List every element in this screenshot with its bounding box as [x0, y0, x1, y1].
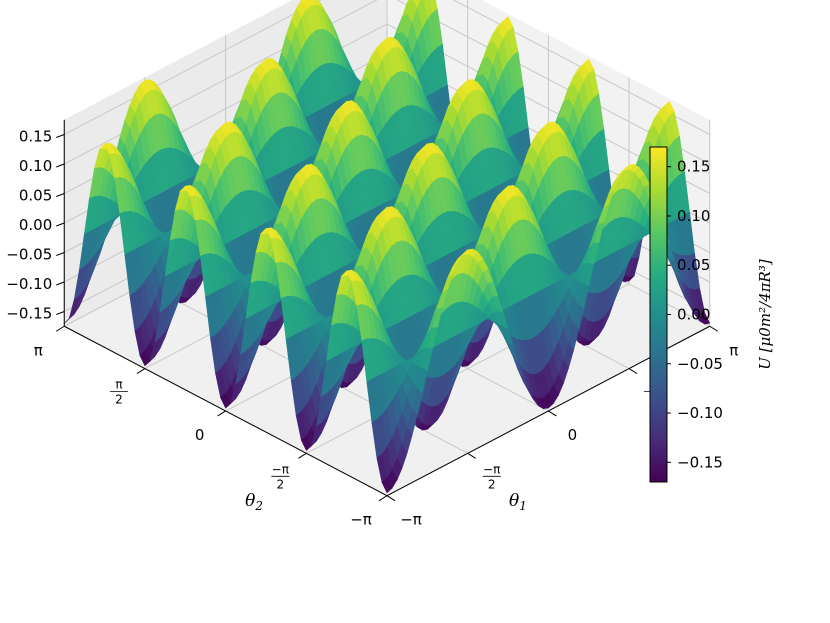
y-tick-label: −π: [350, 511, 372, 529]
z-tick-label: 0.00: [19, 216, 52, 234]
colorbar-tick-label: −0.05: [677, 355, 723, 373]
x-tick-label: 2: [488, 477, 496, 491]
y-axis-label: θ2: [245, 491, 263, 513]
y-tick-label: π: [115, 378, 122, 392]
y-tick-mark: [378, 495, 388, 502]
colorbar-tick-label: 0.10: [677, 207, 710, 225]
y-tick-label: π: [34, 341, 43, 359]
y-tick-label: 0: [195, 426, 205, 444]
x-tick-label: −π: [483, 462, 500, 476]
x-tick-mark: [548, 410, 557, 417]
colorbar-tick-label: −0.15: [677, 453, 723, 471]
z-tick-mark: [56, 163, 65, 168]
x-tick-label: −π: [400, 511, 422, 529]
z-tick-label: −0.05: [6, 246, 52, 264]
y-tick-mark: [55, 325, 65, 332]
x-tick-mark: [467, 452, 476, 459]
grid-line: [452, 0, 710, 135]
z-tick-mark: [56, 252, 65, 256]
x-tick-mark: [709, 325, 719, 332]
x-tick-label: π: [729, 341, 738, 359]
z-tick-mark: [56, 193, 65, 197]
surface-mesh: [64, 0, 711, 494]
x-axis-label: θ1: [509, 491, 527, 513]
z-tick-label: 0.15: [19, 128, 52, 146]
z-tick-label: 0.10: [19, 157, 52, 175]
y-tick-label: −π: [272, 462, 289, 476]
z-tick-label: −0.10: [6, 275, 52, 293]
colorbar-tick-label: 0.05: [677, 256, 710, 274]
colorbar-tick-label: −0.10: [677, 404, 723, 422]
y-tick-mark: [298, 452, 307, 459]
y-tick-mark: [136, 368, 146, 375]
x-tick-mark: [628, 368, 638, 375]
z-tick-mark: [56, 134, 65, 138]
z-tick-mark: [56, 281, 65, 286]
z-tick-mark: [56, 311, 65, 315]
colorbar-tick-label: 0.00: [677, 306, 710, 324]
y-tick-mark: [217, 410, 226, 417]
x-tick-mark: [386, 495, 396, 502]
colorbar-label: U [μ0m²/4πR³]: [756, 259, 774, 370]
z-tick-mark: [56, 222, 65, 227]
y-tick-label: 2: [115, 393, 123, 407]
colorbar-tick-label: 0.15: [677, 158, 710, 176]
x-tick-label: 0: [568, 426, 578, 444]
z-tick-label: 0.05: [19, 187, 52, 205]
y-tick-label: 2: [276, 477, 284, 491]
colorbar-gradient: [649, 146, 668, 483]
z-tick-label: −0.15: [6, 305, 52, 323]
grid-line: [64, 0, 378, 165]
grid-line: [64, 0, 322, 135]
